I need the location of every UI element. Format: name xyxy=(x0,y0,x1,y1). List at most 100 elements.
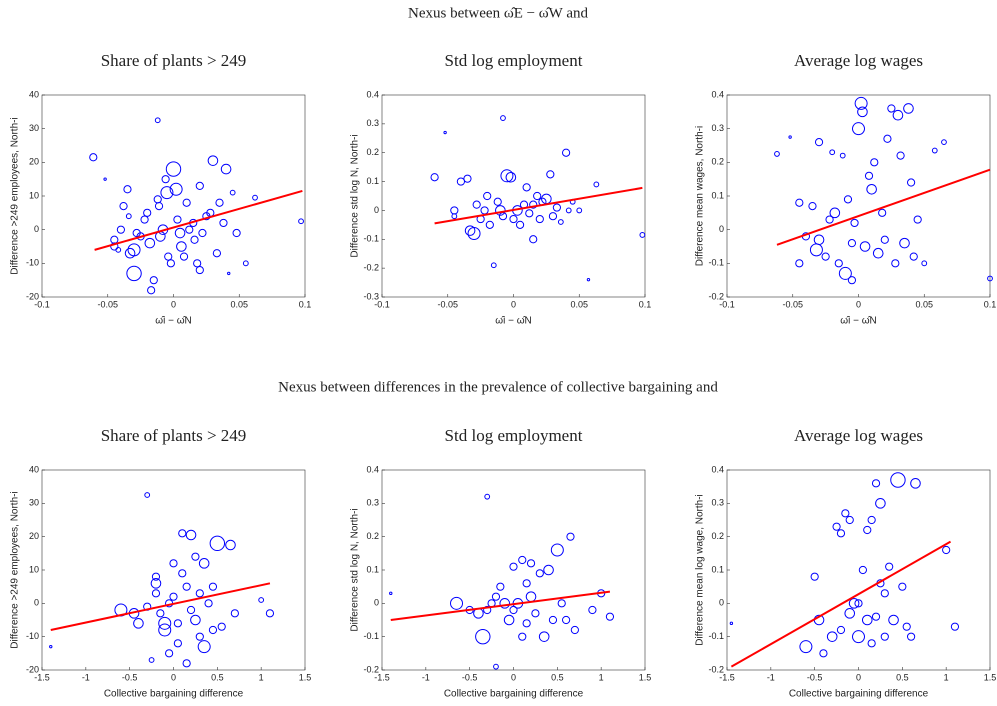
y-tick-label: 0 xyxy=(374,598,379,608)
point xyxy=(456,177,465,186)
section-title: Nexus between differences in the prevale… xyxy=(278,379,718,395)
y-axis-label: Difference mean log wage, North-i xyxy=(695,494,706,646)
point xyxy=(887,104,896,113)
point xyxy=(110,242,119,251)
point xyxy=(151,572,161,581)
y-tick-label: 0.2 xyxy=(366,531,379,541)
point xyxy=(813,234,825,246)
x-tick-label: 0 xyxy=(856,299,861,309)
point xyxy=(529,200,538,209)
point xyxy=(535,214,544,224)
point xyxy=(987,275,993,282)
x-tick-label: 0.1 xyxy=(299,299,312,309)
point xyxy=(845,515,854,525)
point xyxy=(857,106,868,118)
x-tick-label: -0.1 xyxy=(374,299,390,309)
point xyxy=(795,259,804,268)
x-axis-label: ω̂i − ω̂N xyxy=(495,315,531,327)
point xyxy=(208,582,218,591)
x-tick-label: -1.5 xyxy=(374,672,390,682)
y-axis-label: Difference mean wages, North-i xyxy=(695,126,706,266)
point xyxy=(217,622,226,631)
point xyxy=(115,246,122,253)
point xyxy=(866,183,877,195)
x-axis-label: ω̂i − ω̂N xyxy=(840,315,876,327)
point xyxy=(182,198,191,207)
section-title: Nexus between ω̂E − ω̂W and xyxy=(408,5,588,21)
point xyxy=(819,649,828,658)
point xyxy=(150,578,162,589)
point xyxy=(173,619,182,628)
point xyxy=(891,259,900,268)
point xyxy=(169,592,178,601)
x-axis-label: Collective bargaining difference xyxy=(789,689,929,700)
x-tick-label: -0.1 xyxy=(719,299,735,309)
point xyxy=(834,259,843,268)
point xyxy=(518,555,527,565)
point xyxy=(174,227,186,239)
point xyxy=(156,609,165,618)
point xyxy=(898,582,907,591)
point xyxy=(844,608,856,619)
point xyxy=(252,194,258,201)
y-tick-label: -0.2 xyxy=(363,263,379,273)
point xyxy=(463,174,472,183)
point xyxy=(208,625,218,635)
axes-box xyxy=(41,94,306,298)
point xyxy=(198,558,210,569)
point xyxy=(154,117,161,124)
point xyxy=(531,609,540,618)
x-axis-label: ω̂i − ω̂N xyxy=(155,315,191,327)
point xyxy=(148,657,155,663)
point xyxy=(491,592,501,601)
x-tick-label: -0.05 xyxy=(782,299,803,309)
point xyxy=(499,598,511,609)
point xyxy=(586,277,591,282)
x-tick-label: 1 xyxy=(944,672,949,682)
y-tick-label: 0.1 xyxy=(711,190,724,200)
point xyxy=(522,183,531,192)
x-tick-label: 0.05 xyxy=(230,299,248,309)
point xyxy=(204,599,213,608)
point xyxy=(232,228,241,238)
x-tick-label: 0 xyxy=(171,299,176,309)
point xyxy=(566,532,575,541)
point xyxy=(225,539,236,551)
point xyxy=(550,543,564,557)
point xyxy=(298,218,304,225)
point xyxy=(890,472,906,488)
point xyxy=(169,182,183,196)
point xyxy=(195,589,204,598)
point xyxy=(829,149,836,156)
point xyxy=(810,572,819,581)
point xyxy=(799,640,813,654)
point xyxy=(543,564,554,576)
point xyxy=(140,215,149,224)
y-tick-label: 0.1 xyxy=(366,176,379,186)
y-tick-label: 40 xyxy=(29,464,39,474)
point xyxy=(814,138,824,147)
point xyxy=(160,186,174,200)
point xyxy=(227,271,231,276)
point xyxy=(166,259,175,268)
y-tick-label: -0.1 xyxy=(363,234,379,244)
point xyxy=(888,614,899,626)
axes-box xyxy=(726,469,991,671)
y-tick-label: -0.2 xyxy=(708,664,724,674)
point xyxy=(899,237,910,249)
point xyxy=(729,621,734,626)
x-tick-label: 0.05 xyxy=(570,299,588,309)
point xyxy=(562,148,571,157)
point xyxy=(89,153,98,162)
point xyxy=(867,515,876,525)
point xyxy=(909,252,918,261)
point xyxy=(500,169,514,183)
point xyxy=(533,191,542,201)
y-tick-label: -20 xyxy=(26,664,39,674)
axes-box xyxy=(41,469,306,671)
point xyxy=(871,612,881,621)
point xyxy=(880,632,889,641)
chart-title: Std log employment xyxy=(445,426,583,445)
point xyxy=(903,103,914,114)
point xyxy=(910,478,921,489)
